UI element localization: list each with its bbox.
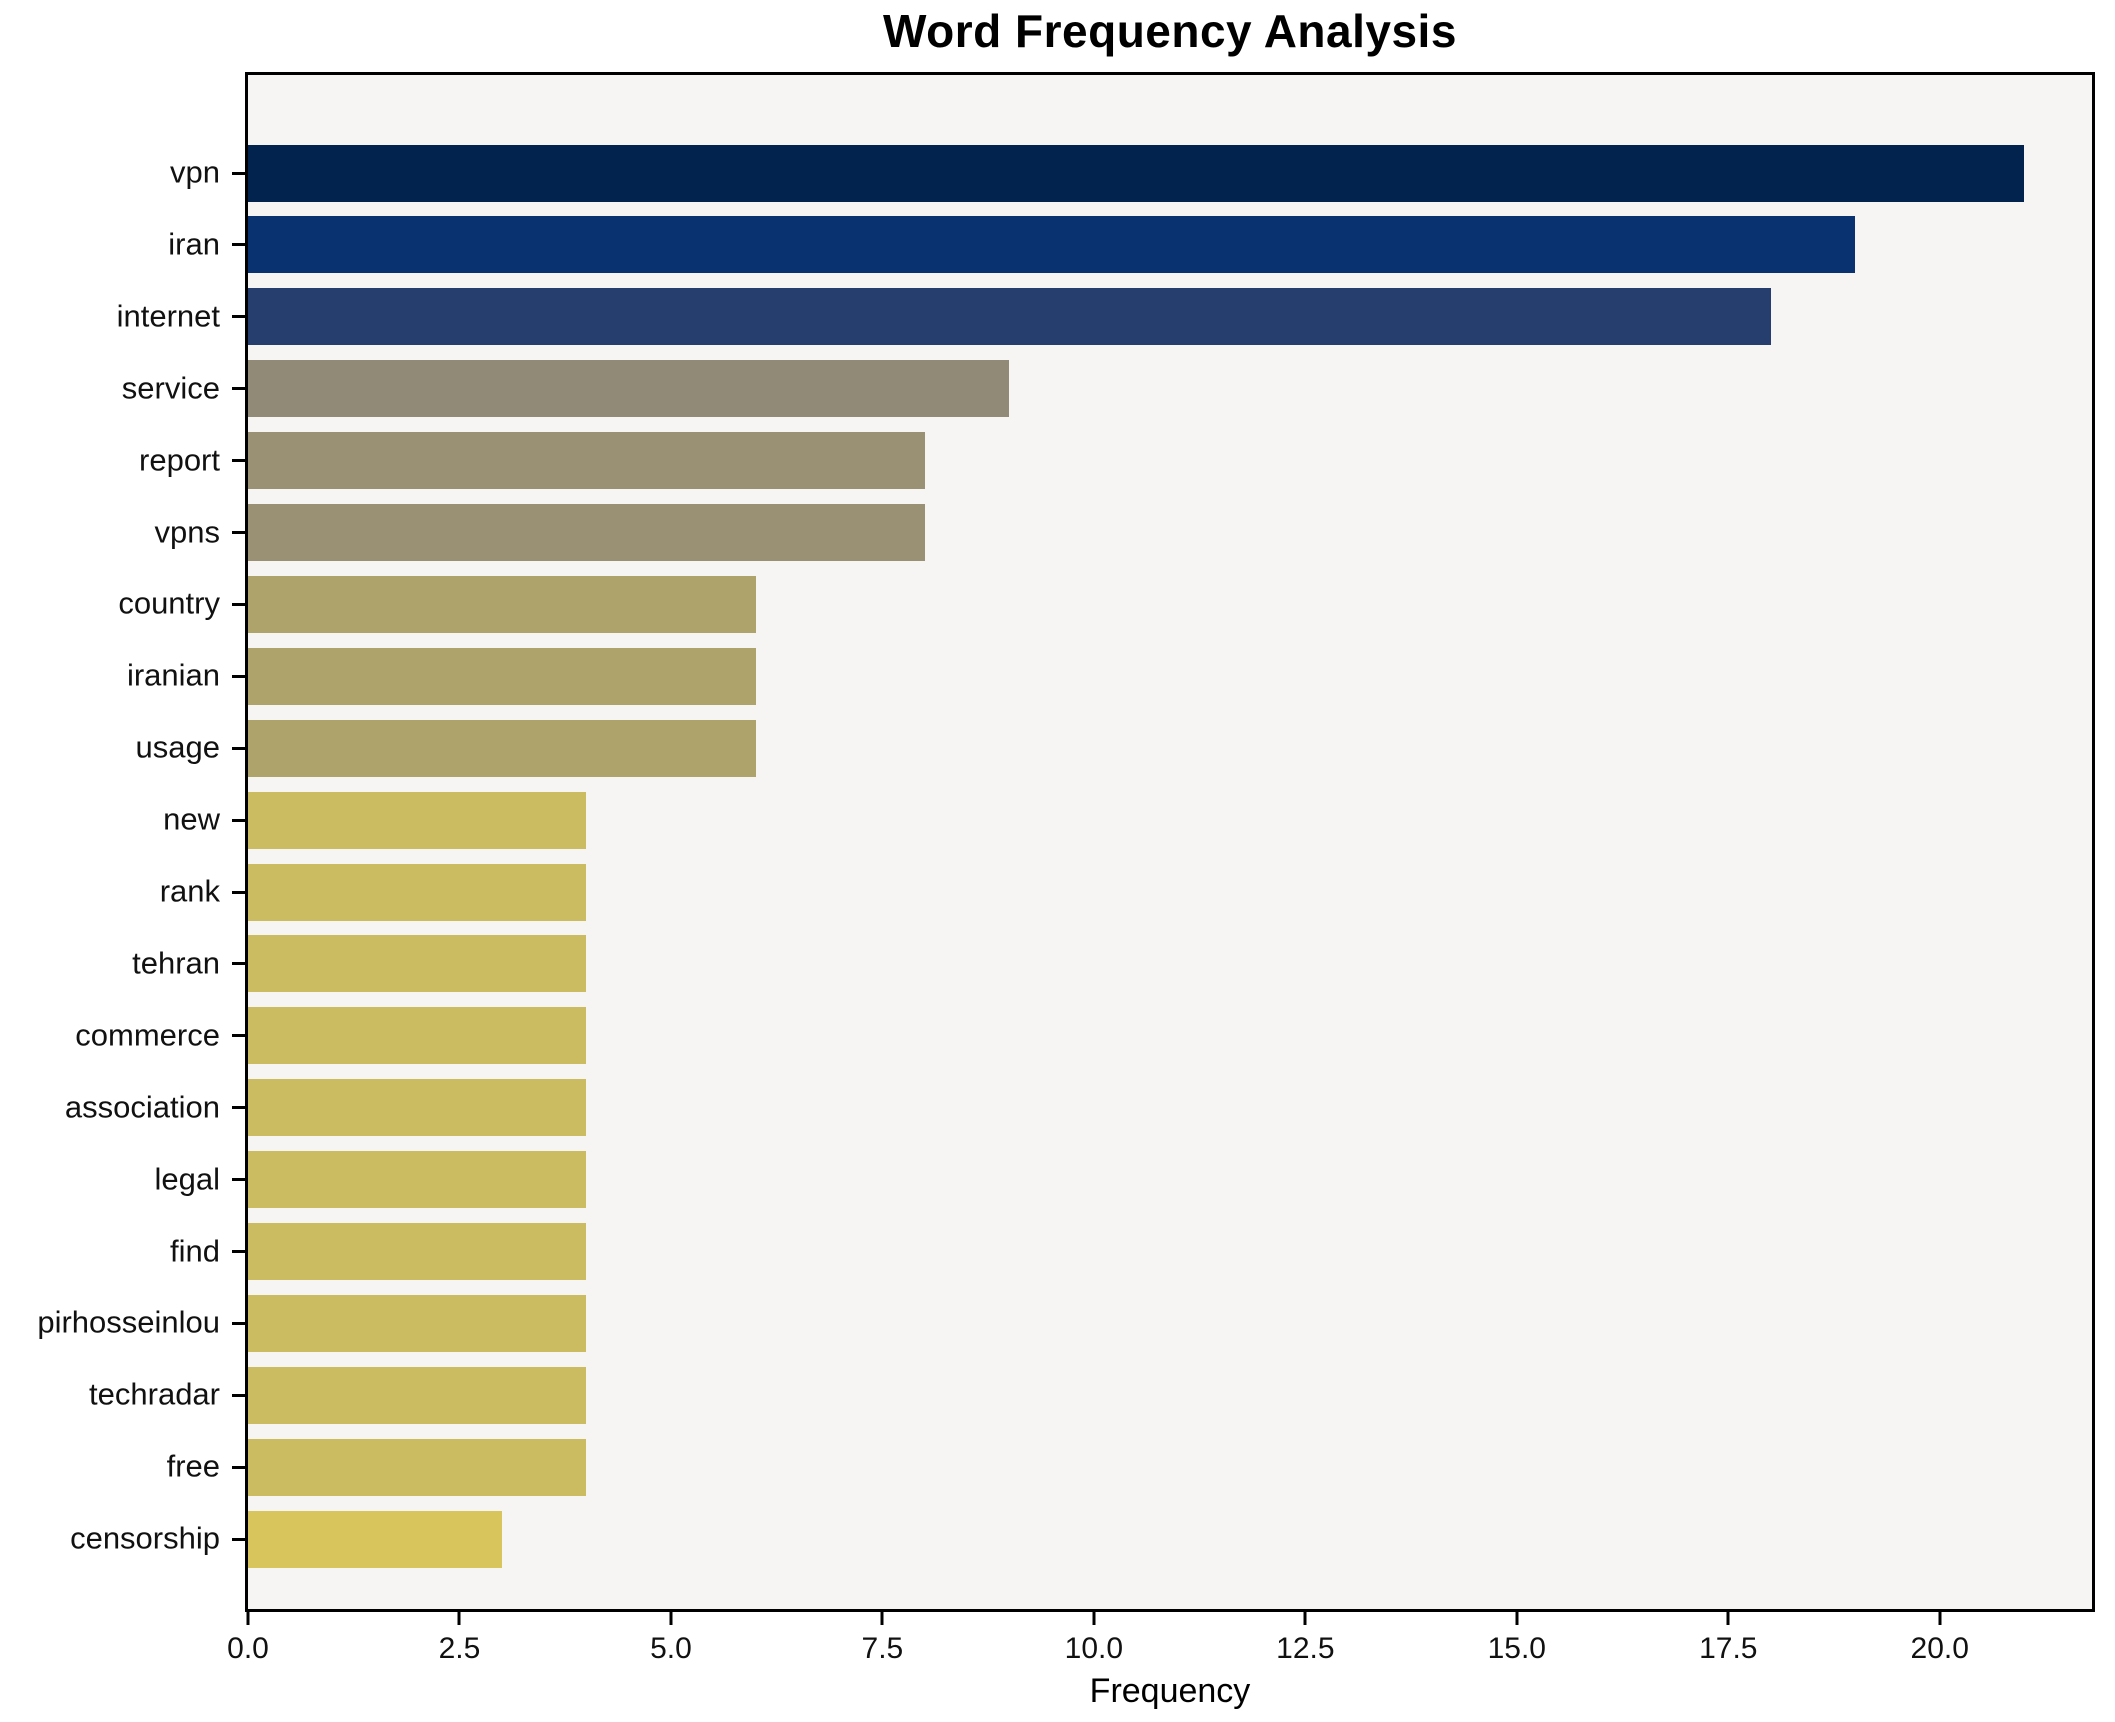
bar-association [248, 1079, 587, 1137]
x-tick-label-5.0: 5.0 [650, 1632, 692, 1665]
x-tick [1726, 1612, 1730, 1625]
bar-pirhosseinlou [248, 1294, 587, 1352]
y-tick [232, 602, 245, 606]
bar-rank [248, 863, 587, 921]
y-tick [232, 459, 245, 463]
y-tick [232, 890, 245, 894]
bar-find [248, 1223, 587, 1280]
y-tick [232, 171, 245, 175]
chart-title: Word Frequency Analysis [883, 5, 1457, 57]
bar-new [248, 791, 587, 849]
bar-internet [248, 288, 1771, 346]
y-tick-label-techradar: techradar [89, 1376, 220, 1412]
y-tick [232, 1465, 245, 1469]
bar-iranian [248, 647, 756, 705]
bar-tehran [248, 935, 587, 993]
x-tick-label-20.0: 20.0 [1910, 1632, 1969, 1665]
y-tick [232, 818, 245, 822]
bar-techradar [248, 1366, 587, 1424]
y-tick-label-censorship: censorship [70, 1520, 220, 1556]
bar-commerce [248, 1007, 587, 1065]
y-tick [232, 1321, 245, 1325]
y-tick-label-service: service [121, 369, 220, 405]
y-tick-label-commerce: commerce [75, 1017, 220, 1053]
x-tick-label-17.5: 17.5 [1699, 1632, 1758, 1665]
x-tick-label-0.0: 0.0 [227, 1632, 269, 1665]
bar-report [248, 432, 925, 490]
x-tick-label-2.5: 2.5 [438, 1632, 481, 1665]
y-tick-label-country: country [118, 585, 220, 621]
bar-iran [248, 216, 1856, 274]
y-tick-label-usage: usage [135, 729, 220, 765]
x-tick [1303, 1612, 1307, 1625]
y-tick [232, 315, 245, 319]
y-tick [232, 962, 245, 966]
x-tick [669, 1612, 673, 1625]
y-tick [232, 1034, 245, 1038]
bar-country [248, 575, 756, 633]
x-tick-label-10.0: 10.0 [1064, 1632, 1124, 1665]
y-tick-label-report: report [139, 441, 220, 477]
plot-area [245, 72, 2095, 1612]
y-tick [232, 674, 245, 678]
y-tick [232, 746, 245, 750]
y-tick-label-legal: legal [154, 1160, 221, 1196]
y-tick-label-vpn: vpn [170, 154, 220, 190]
y-tick-label-vpns: vpns [154, 513, 220, 549]
x-tick [1092, 1612, 1096, 1625]
y-tick-label-association: association [64, 1088, 220, 1124]
x-tick [1515, 1612, 1519, 1625]
y-tick [232, 1250, 245, 1253]
x-tick [457, 1612, 461, 1625]
bar-service [248, 360, 1010, 418]
y-tick-label-rank: rank [159, 873, 220, 909]
y-tick [232, 1393, 245, 1397]
bar-usage [248, 719, 756, 777]
bar-legal [248, 1151, 587, 1209]
y-tick [232, 1106, 245, 1110]
x-axis-label: Frequency [1089, 1672, 1251, 1710]
x-tick [246, 1612, 250, 1625]
y-tick-label-iranian: iranian [126, 657, 220, 693]
y-tick [232, 243, 245, 247]
y-tick [232, 531, 245, 534]
y-tick-label-pirhosseinlou: pirhosseinlou [37, 1304, 220, 1340]
bar-censorship [248, 1510, 502, 1568]
y-tick [232, 1537, 245, 1541]
x-tick-label-15.0: 15.0 [1487, 1632, 1546, 1665]
y-tick [232, 387, 245, 391]
x-tick [880, 1612, 884, 1625]
bar-free [248, 1438, 587, 1496]
y-tick-label-free: free [166, 1448, 220, 1484]
y-tick-label-internet: internet [116, 298, 220, 334]
bar-vpn [248, 144, 2025, 202]
x-tick-label-7.5: 7.5 [861, 1632, 904, 1665]
y-tick [232, 1178, 245, 1182]
bar-vpns [248, 504, 925, 561]
y-tick-label-iran: iran [168, 226, 220, 262]
x-tick-label-12.5: 12.5 [1276, 1632, 1335, 1665]
y-tick-label-new: new [163, 801, 220, 837]
y-tick-label-tehran: tehran [132, 945, 220, 981]
y-tick-label-find: find [170, 1232, 220, 1268]
x-tick [1938, 1612, 1942, 1625]
